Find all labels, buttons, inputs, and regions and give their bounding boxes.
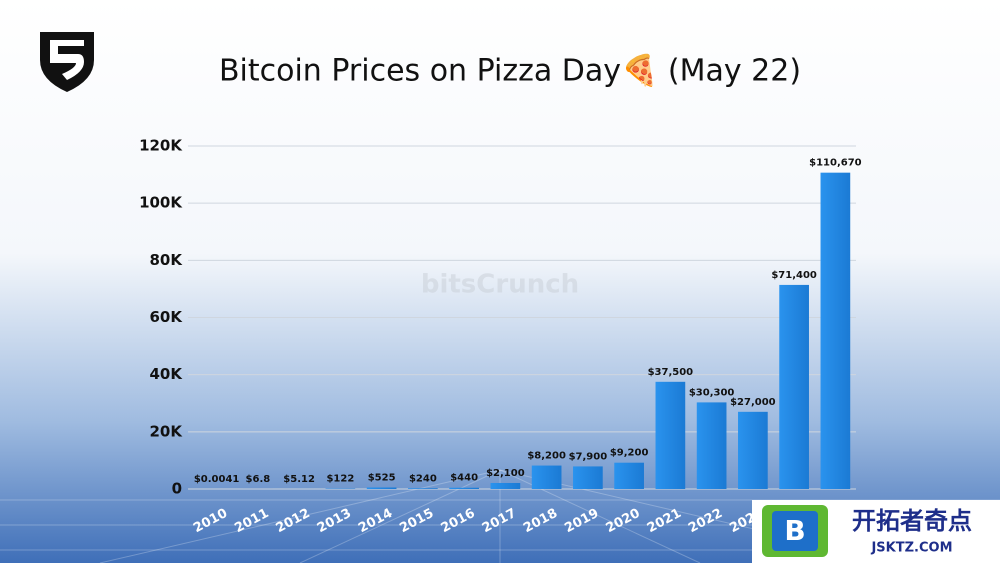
bar [366,487,397,489]
y-tick-label: 60K [150,308,184,326]
value-label: $525 [368,472,396,483]
value-label: $27,000 [730,397,776,408]
y-tick-label: 80K [150,251,184,269]
value-label: $37,500 [648,367,694,378]
value-label: $7,900 [569,451,608,462]
watermark-brand: bitsCrunch [421,270,579,300]
value-label: $30,300 [689,387,735,398]
badge: B 开拓者奇点 JSKTZ.COM [752,500,1000,563]
y-tick-label: 100K [139,194,183,212]
y-tick-label: 20K [150,422,184,440]
value-label: $240 [409,473,437,484]
badge-name: 开拓者奇点 [852,507,972,535]
value-label: $8,200 [527,451,566,462]
logo [40,32,94,92]
value-label: $2,100 [486,468,525,479]
chart-title: Bitcoin Prices on Pizza Day🍕 (May 22) [219,53,801,89]
y-tick-label: 0 [172,480,182,498]
bar [531,465,562,489]
value-label: $5.12 [283,474,315,485]
value-label: $9,200 [610,448,649,459]
bar [573,466,603,489]
bar [449,487,479,489]
bar [408,488,438,489]
y-tick-label: 120K [139,137,183,155]
bar [614,462,644,489]
value-label: $440 [450,473,478,484]
bar [655,381,686,489]
value-label: $71,400 [771,270,817,281]
value-label: $0.0041 [194,474,240,485]
bar [490,482,521,489]
badge-site: JSKTZ.COM [870,541,952,556]
bar [820,172,851,489]
value-label: $122 [326,474,354,485]
bar [779,284,809,489]
y-tick-label: 40K [150,365,184,383]
bar [738,411,768,489]
bar [696,402,727,489]
value-label: $6.8 [246,474,271,485]
badge-icon: B [784,514,805,547]
value-label: $110,670 [809,158,862,169]
